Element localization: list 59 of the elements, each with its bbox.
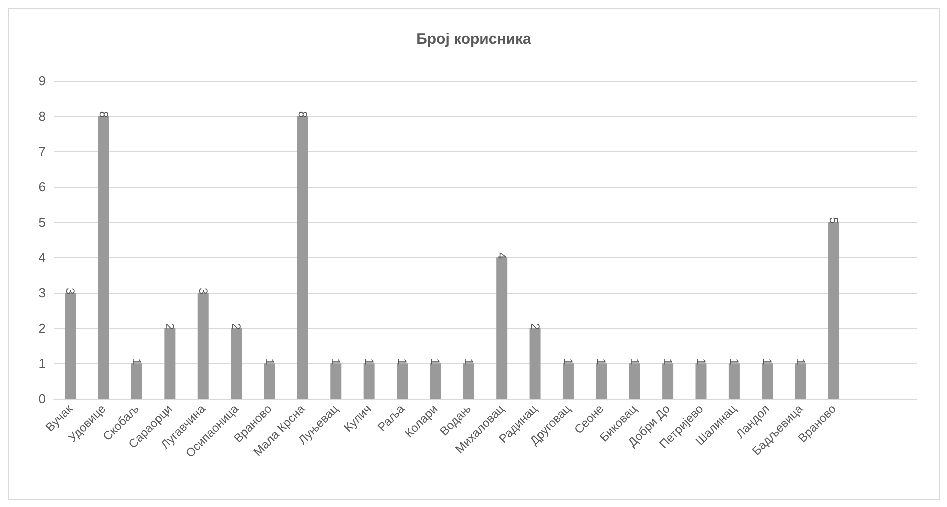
y-tick-label: 6: [38, 180, 46, 194]
data-label: 1: [760, 358, 775, 366]
bar: [728, 364, 740, 399]
y-tick-label: 0: [38, 392, 46, 406]
bar: [198, 293, 209, 399]
bar: [364, 364, 375, 399]
data-label: 8: [96, 111, 111, 118]
data-label: 1: [396, 358, 410, 366]
bar: [231, 328, 242, 399]
data-label: 4: [495, 252, 510, 260]
y-tick-label: 8: [38, 108, 46, 124]
y-tick-label: 7: [38, 144, 46, 160]
data-label: 1: [694, 358, 708, 366]
data-label: 1: [594, 358, 609, 366]
y-tick-label: 1: [38, 356, 46, 372]
data-label: 1: [628, 358, 642, 366]
bar: [795, 364, 806, 399]
data-label: 2: [528, 323, 542, 330]
data-label: 1: [462, 358, 476, 366]
bar: [65, 293, 76, 399]
y-tick-label: 2: [38, 320, 46, 336]
bar: [762, 364, 774, 399]
data-label: 1: [561, 358, 576, 366]
y-tick-label: 9: [38, 74, 46, 88]
data-label: 5: [827, 217, 842, 224]
bar: [696, 364, 707, 399]
bar: [330, 364, 342, 399]
bar: [496, 258, 508, 399]
bar: [662, 364, 674, 399]
bar: [98, 116, 110, 399]
y-tick-label: 5: [38, 214, 46, 230]
bar: [596, 364, 608, 399]
bar: [562, 364, 574, 399]
data-label: 1: [329, 358, 344, 366]
data-label: 1: [130, 358, 144, 366]
bar: [828, 222, 840, 399]
data-label: 3: [64, 288, 78, 295]
data-label: 2: [163, 323, 178, 330]
data-label: 2: [230, 323, 244, 330]
bar: [629, 364, 640, 399]
data-label: 1: [661, 358, 676, 366]
bar: [463, 364, 474, 399]
bar: [164, 328, 176, 399]
bar: [297, 116, 308, 399]
data-label: 3: [196, 288, 210, 295]
chart-title: Број корисника: [416, 31, 532, 48]
bar: [131, 364, 142, 399]
bar: [264, 364, 276, 399]
y-tick-label: 4: [38, 250, 46, 266]
bar: [430, 364, 442, 399]
data-label: 8: [296, 111, 310, 118]
data-label: 1: [428, 358, 443, 366]
data-label: 1: [262, 358, 277, 366]
bar: [397, 364, 408, 399]
y-tick-label: 3: [38, 286, 46, 300]
data-label: 1: [362, 358, 376, 366]
bar: [530, 328, 541, 399]
data-label: 1: [727, 358, 742, 366]
data-label: 1: [794, 358, 808, 366]
